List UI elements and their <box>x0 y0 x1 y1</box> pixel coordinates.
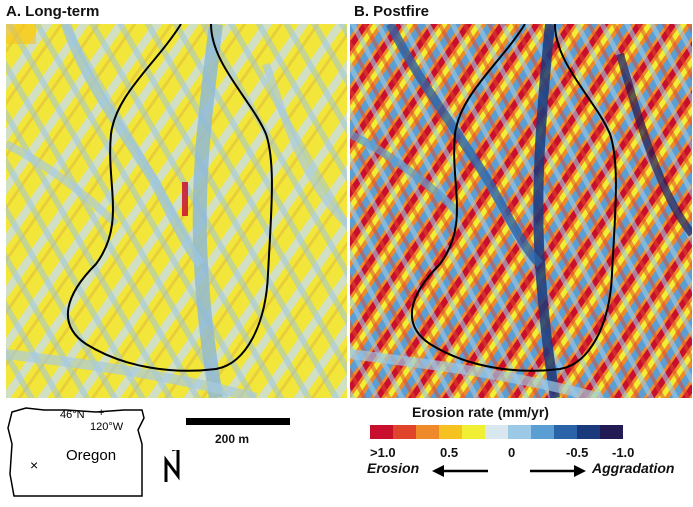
panel-a-title: A. Long-term <box>6 3 100 20</box>
latitude-label: 46°N <box>60 409 85 421</box>
erosion-label: Erosion <box>367 460 420 476</box>
map-long-term-image <box>6 24 347 398</box>
legend-color-bar <box>370 425 623 439</box>
legend-tick-label: 0 <box>508 445 516 460</box>
legend-swatch <box>508 425 531 439</box>
oregon-locator-map: 46°N 120°W + Oregon × <box>6 404 156 507</box>
legend-swatch <box>462 425 485 439</box>
legend-swatch <box>485 425 508 439</box>
legend-swatch <box>554 425 577 439</box>
legend-tick-label: -1.0 <box>612 445 635 460</box>
legend-tick-label: -0.5 <box>566 445 589 460</box>
legend-swatch <box>577 425 600 439</box>
state-label: Oregon <box>66 447 116 464</box>
scale-bar <box>186 418 290 425</box>
scale-label: 200 m <box>215 432 250 446</box>
map-long-term <box>6 24 347 398</box>
legend-title: Erosion rate (mm/yr) <box>412 404 549 420</box>
crosshair-icon: + <box>98 407 104 419</box>
map-postfire-image <box>350 24 692 398</box>
aggradation-label: Aggradation <box>592 460 675 476</box>
legend-swatch <box>370 425 393 439</box>
legend-swatch <box>416 425 439 439</box>
legend-swatch <box>393 425 416 439</box>
north-arrow-icon <box>162 445 184 489</box>
panel-b-title: B. Postfire <box>354 3 430 20</box>
left-arrow-icon <box>432 465 488 477</box>
legend-swatch <box>531 425 554 439</box>
legend-swatch <box>439 425 462 439</box>
legend-swatch <box>600 425 623 439</box>
right-arrow-icon <box>530 465 586 477</box>
longitude-label: 120°W <box>90 421 124 433</box>
site-marker-icon: × <box>30 457 38 473</box>
legend-tick-label: 0.5 <box>440 445 459 460</box>
oregon-outline: 46°N 120°W + Oregon × <box>7 407 145 497</box>
map-postfire <box>350 24 692 398</box>
legend-tick-label: >1.0 <box>370 445 396 460</box>
